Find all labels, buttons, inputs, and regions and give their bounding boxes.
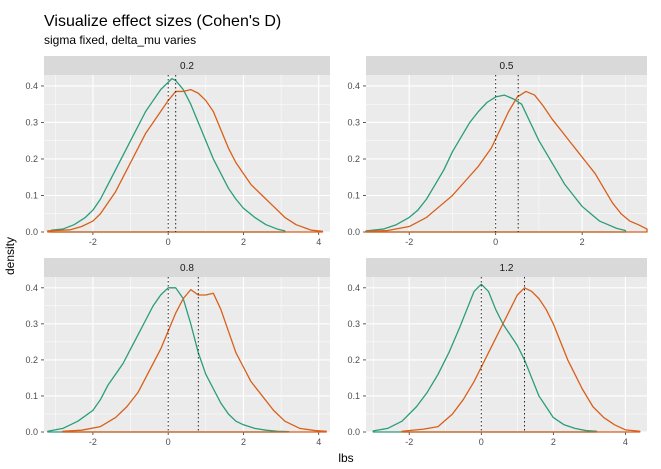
y-tick-label: 0.0 <box>25 427 38 437</box>
panel-background <box>366 277 647 432</box>
density-curve-green <box>372 283 598 433</box>
density-curve-orange <box>62 288 327 433</box>
y-tick-label: 0.0 <box>347 227 360 237</box>
density-curve-green <box>50 78 286 233</box>
y-tick-label: 0.0 <box>347 427 360 437</box>
y-tick-label: 0.2 <box>347 355 360 365</box>
y-tick-label: 0.4 <box>25 81 38 91</box>
x-tick-label: 0 <box>166 237 171 247</box>
facet-strip <box>366 56 647 75</box>
x-tick-label: -2 <box>405 437 413 447</box>
panel-background <box>366 75 647 232</box>
y-tick-label: 0.4 <box>347 81 360 91</box>
y-tick-label: 0.3 <box>25 117 38 127</box>
facet-panel-4: 1.2 -2 0 2 4 0.0 0.1 0.2 0.3 0.4 <box>347 258 647 447</box>
y-tick-label: 0.0 <box>25 227 38 237</box>
x-tick-label: -2 <box>405 237 413 247</box>
facet-panel-2: 0.5 -2 0 2 0.0 0.1 0.2 0.3 0.4 <box>347 56 648 247</box>
density-curve-orange <box>365 90 648 233</box>
x-tick-label: 2 <box>241 237 246 247</box>
panels-group: 0.2-2 0 2 40.00.10.20.30.40.5-2 0 20.00.10.20… <box>25 56 648 447</box>
facet-strip-label: 0.5 <box>500 61 514 72</box>
y-tick-label: 0.3 <box>347 117 360 127</box>
density-curve-green <box>47 287 290 433</box>
y-tick-label: 0.4 <box>25 283 38 293</box>
density-curve-orange <box>401 287 641 433</box>
y-tick-label: 0.4 <box>347 283 360 293</box>
facet-strip-label: 0.8 <box>180 263 194 274</box>
facet-panel-3: 0.8 -2 0 2 4 0.0 0.1 0.2 0.3 0.4 <box>25 258 330 447</box>
facet-strip <box>366 258 647 277</box>
panel-background <box>44 277 330 432</box>
x-tick-label: 2 <box>580 237 585 247</box>
x-axis-title: lbs <box>338 451 353 465</box>
x-tick-label: 2 <box>241 437 246 447</box>
facet-strip-label: 1.2 <box>500 263 514 274</box>
y-tick-label: 0.1 <box>347 190 360 200</box>
x-tick-label: -2 <box>89 237 97 247</box>
chart-subtitle: sigma fixed, delta_mu varies <box>44 33 196 47</box>
facet-panel-1: 0.2 -2 0 2 4 0.0 0.1 0.2 0.3 0.4 <box>25 56 330 247</box>
y-tick-label: 0.1 <box>25 190 38 200</box>
y-tick-label: 0.1 <box>25 391 38 401</box>
density-curve-orange <box>47 88 324 233</box>
x-tick-label: -2 <box>89 437 97 447</box>
chart-title: Visualize effect sizes (Cohen's D) <box>44 13 281 30</box>
facet-strip <box>44 56 330 75</box>
y-axis-title: density <box>3 237 17 275</box>
x-tick-label: 0 <box>479 437 484 447</box>
y-tick-label: 0.2 <box>25 355 38 365</box>
density-curve-green <box>365 94 627 233</box>
y-tick-label: 0.2 <box>347 154 360 164</box>
x-tick-label: 4 <box>623 437 628 447</box>
x-tick-label: 4 <box>316 437 321 447</box>
x-tick-label: 2 <box>551 437 556 447</box>
y-tick-label: 0.3 <box>25 319 38 329</box>
x-tick-label: 0 <box>166 437 171 447</box>
facet-strip <box>44 258 330 277</box>
y-tick-label: 0.3 <box>347 319 360 329</box>
x-tick-label: 4 <box>316 237 321 247</box>
panel-background <box>44 75 330 232</box>
facet-strip-label: 0.2 <box>180 61 194 72</box>
y-tick-label: 0.2 <box>25 154 38 164</box>
x-tick-label: 0 <box>493 237 498 247</box>
y-tick-label: 0.1 <box>347 391 360 401</box>
